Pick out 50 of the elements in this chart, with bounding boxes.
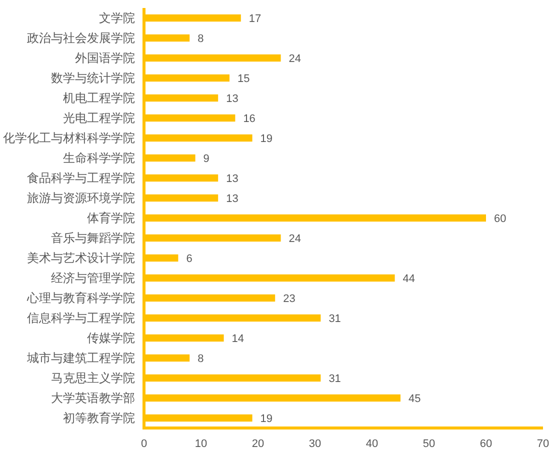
tick-label: 0 — [140, 438, 148, 450]
data-label: 44 — [402, 273, 416, 285]
category-label: 马克思主义学院 — [51, 371, 135, 385]
data-label: 31 — [328, 373, 341, 385]
data-label: 24 — [288, 53, 302, 65]
category-label: 体育学院 — [87, 211, 135, 225]
data-label: 15 — [238, 73, 250, 85]
data-label: 6 — [186, 253, 192, 265]
category-label: 化学化工与材料科学学院 — [3, 131, 135, 145]
category-label: 传媒学院 — [87, 331, 135, 345]
data-label: 19 — [260, 133, 273, 145]
data-label: 17 — [248, 13, 262, 25]
category-label: 机电工程学院 — [63, 91, 135, 105]
data-label: 14 — [232, 333, 244, 345]
data-label: 60 — [494, 213, 506, 225]
data-label: 13 — [226, 193, 238, 205]
tick-label: 20 — [252, 438, 264, 450]
category-label: 旅游与资源环境学院 — [27, 191, 135, 205]
data-label: 8 — [198, 33, 204, 45]
category-label: 光电工程学院 — [63, 111, 135, 125]
data-label: 8 — [198, 353, 204, 365]
category-label: 城市与建筑工程学院 — [27, 351, 135, 365]
tick-label: 30 — [308, 438, 322, 450]
data-label: 16 — [243, 113, 256, 125]
category-label: 美术与艺术设计学院 — [27, 251, 135, 265]
category-label: 数学与统计学院 — [51, 71, 135, 85]
category-label: 心理与教育科学学院 — [27, 291, 135, 305]
category-label: 生命科学学院 — [63, 151, 135, 165]
category-label: 食品科学与工程学院 — [27, 171, 135, 185]
tick-label: 50 — [422, 438, 436, 450]
category-label: 外国语学院 — [75, 51, 135, 65]
category-label: 大学英语教学部 — [51, 391, 135, 405]
tick-label: 60 — [480, 438, 492, 450]
data-label: 13 — [226, 93, 238, 105]
category-label: 音乐与舞蹈学院 — [51, 231, 135, 245]
category-label: 信息科学与工程学院 — [27, 311, 135, 325]
data-label: 9 — [203, 153, 210, 165]
data-label: 13 — [226, 173, 238, 185]
category-label: 政治与社会发展学院 — [27, 31, 135, 45]
data-label: 19 — [260, 413, 273, 425]
tick-label: 10 — [194, 438, 208, 450]
data-label: 31 — [328, 313, 341, 325]
data-label: 45 — [408, 393, 421, 405]
tick-label: 70 — [536, 438, 550, 450]
category-label: 经济与管理学院 — [51, 271, 135, 285]
category-label: 文学院 — [99, 11, 135, 25]
data-label: 23 — [283, 293, 296, 305]
data-label: 24 — [288, 233, 302, 245]
category-label: 初等教育学院 — [63, 411, 135, 425]
tick-label: 40 — [366, 438, 378, 450]
